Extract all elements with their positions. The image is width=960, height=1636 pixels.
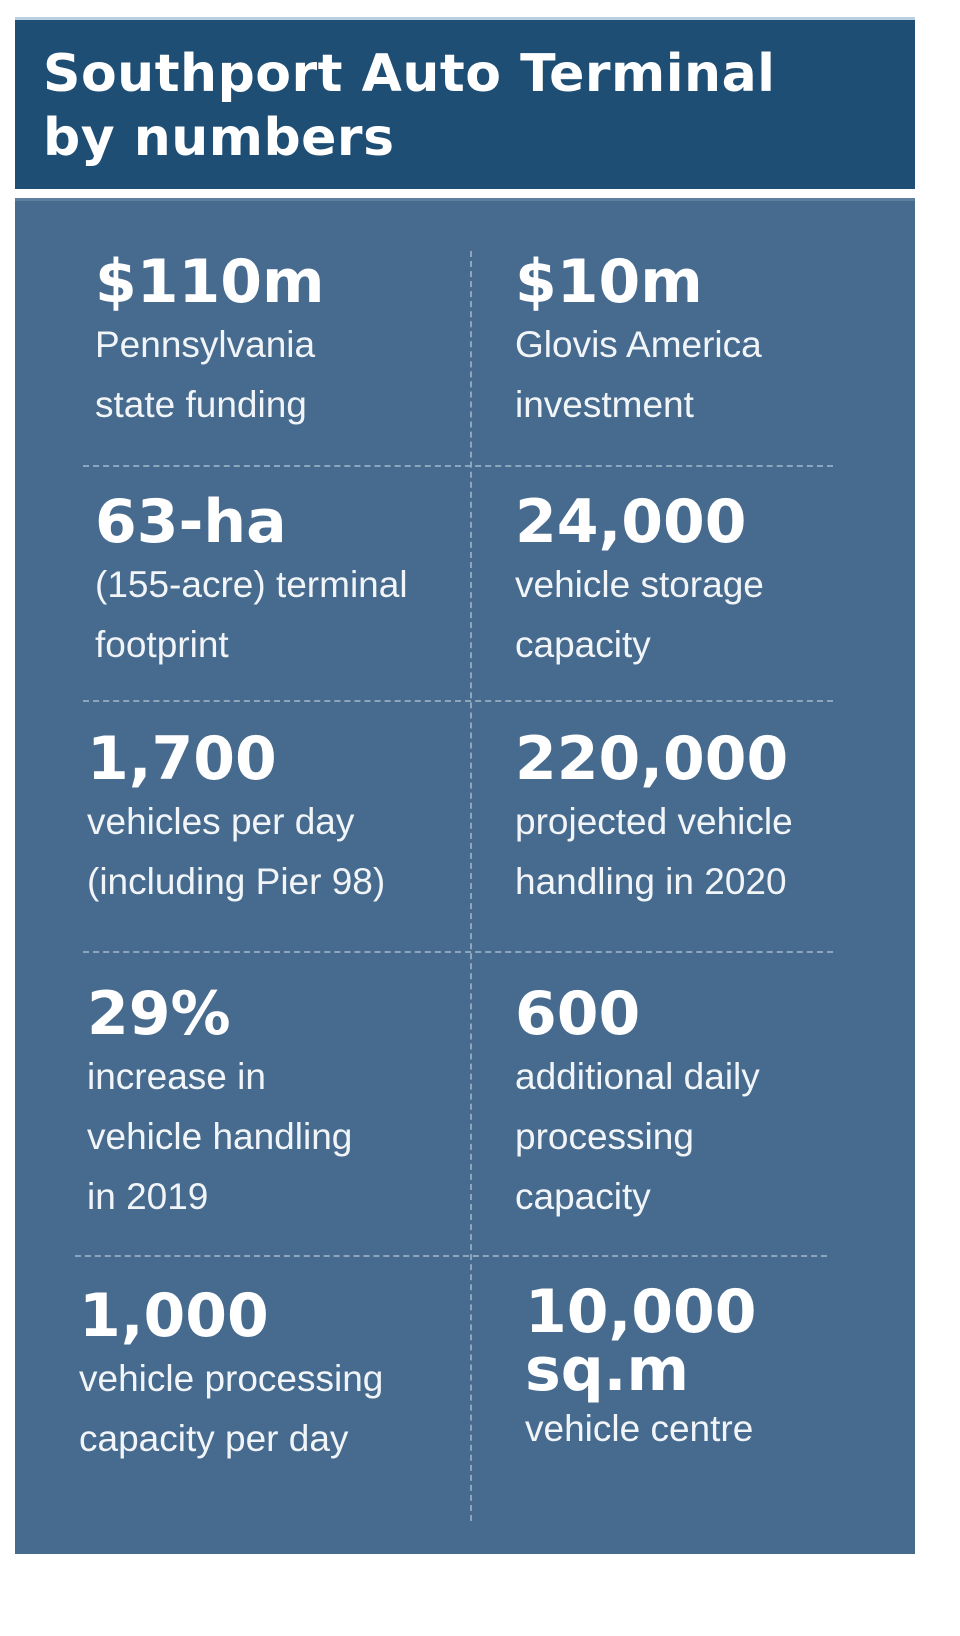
stat-label: state funding <box>95 384 307 425</box>
stat-label: capacity per day <box>79 1418 349 1459</box>
stat-footprint: 63-ha (155-acre) terminal footprint <box>95 489 408 675</box>
stat-value: 1,700 <box>87 724 277 794</box>
stat-processing-capacity: 1,000 vehicle processing capacity per da… <box>79 1283 383 1469</box>
stat-label: increase in <box>87 1056 266 1097</box>
stat-label: investment <box>515 384 694 425</box>
stat-value: 600 <box>515 979 641 1049</box>
stat-value: 10,000 <box>525 1277 757 1347</box>
stat-label: vehicle storage <box>515 564 764 605</box>
stat-label: (155-acre) terminal <box>95 564 408 605</box>
stat-projected-handling: 220,000 projected vehicle handling in 20… <box>515 726 793 912</box>
stat-value: $10m <box>515 247 703 317</box>
title-line-1: Southport Auto Terminal <box>43 44 776 104</box>
stat-label: capacity <box>515 624 651 665</box>
stat-handling-increase: 29% increase in vehicle handling in 2019 <box>87 981 352 1227</box>
stat-vehicle-centre: 10,000 sq.m vehicle centre <box>525 1277 757 1459</box>
stat-label: Glovis America <box>515 324 762 365</box>
stat-label: handling in 2020 <box>515 861 787 902</box>
stat-label: processing <box>515 1116 694 1157</box>
row-divider <box>83 700 833 702</box>
stat-label: in 2019 <box>87 1176 209 1217</box>
stat-label: vehicle handling <box>87 1116 353 1157</box>
stat-label: footprint <box>95 624 229 665</box>
stat-label: (including Pier 98) <box>87 861 386 902</box>
stat-value: 63-ha <box>95 487 287 557</box>
stat-value: sq.m <box>525 1335 689 1405</box>
title-banner: Southport Auto Terminal by numbers <box>15 17 915 189</box>
page-title: Southport Auto Terminal by numbers <box>43 42 776 170</box>
stat-label: vehicles per day <box>87 801 355 842</box>
stat-value: 220,000 <box>515 724 789 794</box>
stat-additional-processing: 600 additional daily processing capacity <box>515 981 760 1227</box>
stat-label: Pennsylvania <box>95 324 316 365</box>
column-divider <box>470 251 472 1521</box>
stat-label: capacity <box>515 1176 651 1217</box>
row-divider <box>75 1255 827 1257</box>
row-divider <box>83 951 833 953</box>
stat-value: 1,000 <box>79 1281 269 1351</box>
stat-state-funding: $110m Pennsylvania state funding <box>95 249 325 435</box>
stat-label: vehicle processing <box>79 1358 384 1399</box>
stat-value: $110m <box>95 247 325 317</box>
stat-value: 24,000 <box>515 487 747 557</box>
stat-vehicles-per-day: 1,700 vehicles per day (including Pier 9… <box>87 726 385 912</box>
stat-label: additional daily <box>515 1056 760 1097</box>
title-line-2: by numbers <box>43 108 395 168</box>
stats-panel: $110m Pennsylvania state funding $10m Gl… <box>15 198 915 1554</box>
row-divider <box>83 465 833 467</box>
stat-label: vehicle centre <box>525 1408 754 1449</box>
stat-value: 29% <box>87 979 231 1049</box>
stat-glovis-investment: $10m Glovis America investment <box>515 249 762 435</box>
stat-label: projected vehicle <box>515 801 793 842</box>
stat-storage-capacity: 24,000 vehicle storage capacity <box>515 489 764 675</box>
